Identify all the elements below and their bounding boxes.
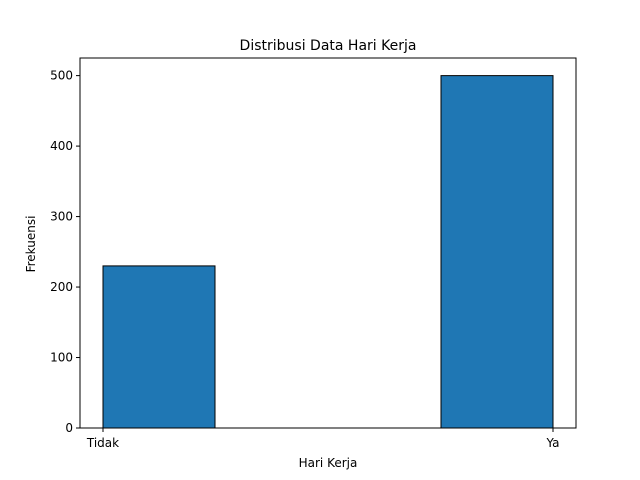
- y-axis-label: Frekuensi: [24, 216, 38, 273]
- bar-ya: [440, 75, 554, 429]
- bar-tidak: [102, 265, 216, 429]
- y-ticks-group: 0 100 200 300 400 500: [50, 69, 80, 435]
- x-axis-label: Hari Kerja: [299, 456, 358, 470]
- x-tick-label: Ya: [545, 436, 559, 450]
- plot-frame: [79, 57, 577, 429]
- y-tick-label: 200: [50, 280, 73, 294]
- chart-title: Distribusi Data Hari Kerja: [240, 38, 417, 54]
- bars-group: [102, 75, 554, 429]
- x-tick-label: Tidak: [86, 436, 119, 450]
- x-ticks-group: Tidak Ya: [86, 428, 560, 450]
- y-tick-label: 0: [65, 421, 73, 435]
- y-tick-label: 400: [50, 139, 73, 153]
- y-tick-label: 100: [50, 351, 73, 365]
- y-tick-label: 500: [50, 69, 73, 83]
- y-tick-label: 300: [50, 210, 73, 224]
